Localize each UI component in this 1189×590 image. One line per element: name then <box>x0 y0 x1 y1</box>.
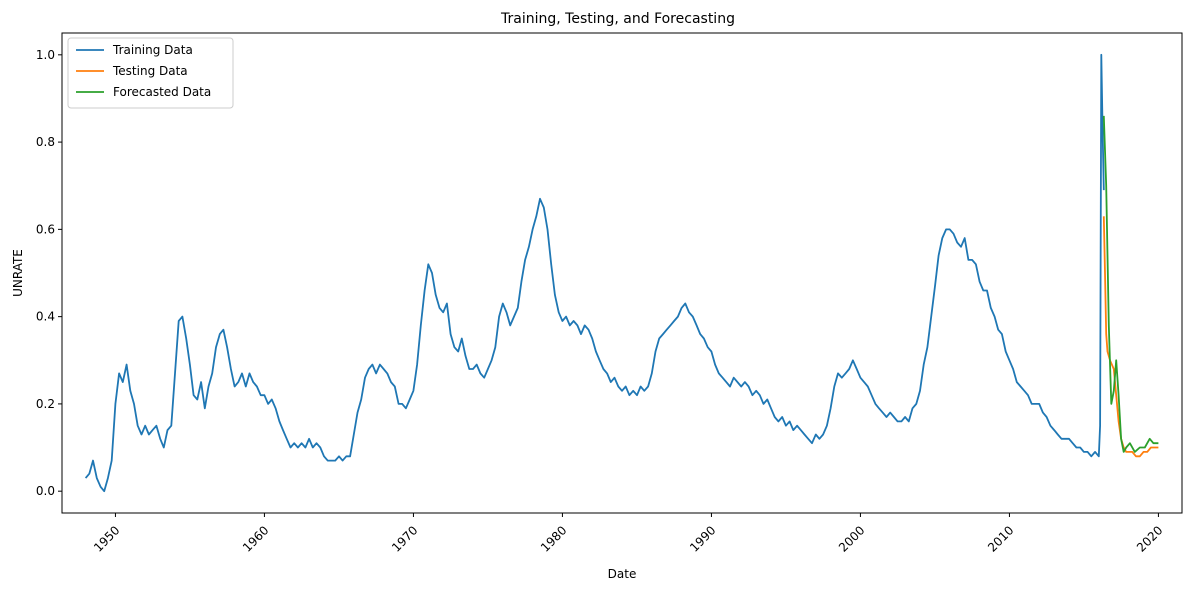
legend-label-training-data: Training Data <box>112 43 193 57</box>
chart-title: Training, Testing, and Forecasting <box>500 11 735 27</box>
y-tick-label: 0.2 <box>36 397 55 411</box>
legend-box <box>67 37 234 109</box>
series-line-training-data <box>84 53 1105 493</box>
series-line-forecasted-data <box>1102 115 1159 453</box>
plot-area <box>61 32 1183 514</box>
y-tick-label: 0.4 <box>36 310 55 324</box>
y-tick-label: 1.0 <box>36 48 55 62</box>
x-axis-title: Date <box>608 567 637 581</box>
y-tick-label: 0.0 <box>36 484 55 498</box>
legend: Training Data Testing Data Forecasted Data <box>67 37 234 109</box>
y-axis-title: UNRATE <box>11 249 25 297</box>
y-axis: 0.0 0.2 0.4 0.6 0.8 1.0 <box>36 48 62 498</box>
x-axis: 1950 1960 1970 1980 1990 2000 2010 2020 <box>91 513 1166 555</box>
legend-label-forecasted-data: Forecasted Data <box>113 85 211 99</box>
legend-label-testing-data: Testing Data <box>112 64 188 78</box>
plot-frame <box>61 32 1183 514</box>
series-group <box>84 53 1159 493</box>
y-tick-label: 0.8 <box>36 135 55 149</box>
y-tick-label: 0.6 <box>36 222 55 236</box>
